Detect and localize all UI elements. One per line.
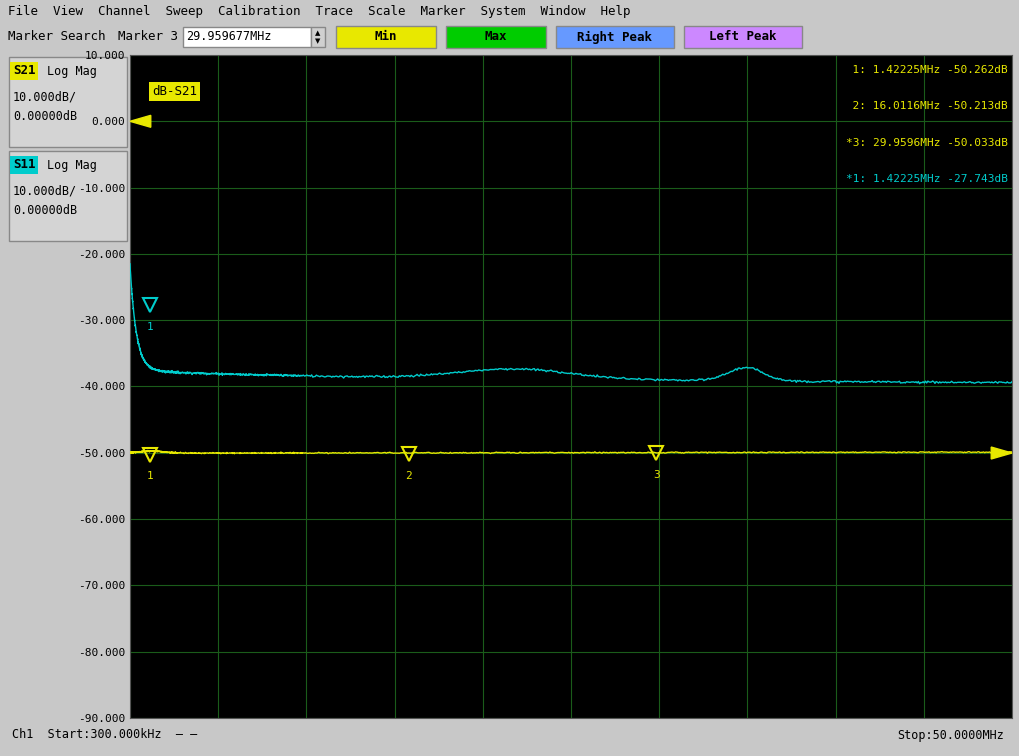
Text: *1: 1.42225MHz -27.743dB: *1: 1.42225MHz -27.743dB: [845, 175, 1007, 184]
Text: File  View  Channel  Sweep  Calibration  Trace  Scale  Marker  System  Window  H: File View Channel Sweep Calibration Trac…: [8, 5, 630, 17]
Text: Min: Min: [374, 30, 396, 44]
Text: Left Peak: Left Peak: [708, 30, 776, 44]
FancyBboxPatch shape: [311, 27, 325, 47]
FancyBboxPatch shape: [182, 27, 311, 47]
Text: ▲: ▲: [315, 30, 320, 36]
Text: 1: 1.42225MHz -50.262dB: 1: 1.42225MHz -50.262dB: [838, 65, 1007, 75]
FancyBboxPatch shape: [335, 26, 435, 48]
Text: Stop:50.0000MHz: Stop:50.0000MHz: [897, 729, 1003, 742]
FancyBboxPatch shape: [9, 57, 127, 147]
Text: 0.00000dB: 0.00000dB: [13, 205, 77, 218]
Text: dB-S21: dB-S21: [152, 85, 197, 98]
Text: 0.00000dB: 0.00000dB: [13, 110, 77, 123]
FancyBboxPatch shape: [684, 26, 801, 48]
Text: 2: 2: [406, 471, 412, 481]
Text: 1: 1: [147, 471, 153, 481]
Polygon shape: [990, 447, 1011, 459]
Text: 3: 3: [652, 469, 659, 479]
Text: 10.000dB/: 10.000dB/: [13, 184, 77, 197]
Text: Ch1  Start:300.000kHz  — —: Ch1 Start:300.000kHz — —: [12, 729, 197, 742]
FancyBboxPatch shape: [9, 151, 127, 241]
FancyBboxPatch shape: [555, 26, 674, 48]
Text: ▼: ▼: [315, 38, 320, 44]
Text: 2: 16.0116MHz -50.213dB: 2: 16.0116MHz -50.213dB: [838, 101, 1007, 111]
Text: Max: Max: [484, 30, 506, 44]
Text: Marker Search: Marker Search: [8, 30, 105, 44]
Text: Marker 3: Marker 3: [118, 30, 178, 44]
Text: 1: 1: [147, 322, 153, 332]
FancyBboxPatch shape: [445, 26, 545, 48]
Text: 10.000dB/: 10.000dB/: [13, 91, 77, 104]
Text: Right Peak: Right Peak: [577, 30, 652, 44]
Text: Log Mag: Log Mag: [47, 159, 97, 172]
Text: Log Mag: Log Mag: [47, 64, 97, 78]
Text: 29.959677MHz: 29.959677MHz: [185, 30, 271, 44]
Polygon shape: [129, 116, 151, 127]
Text: S21: S21: [13, 64, 36, 78]
Text: S11: S11: [13, 159, 36, 172]
Text: *3: 29.9596MHz -50.033dB: *3: 29.9596MHz -50.033dB: [845, 138, 1007, 148]
